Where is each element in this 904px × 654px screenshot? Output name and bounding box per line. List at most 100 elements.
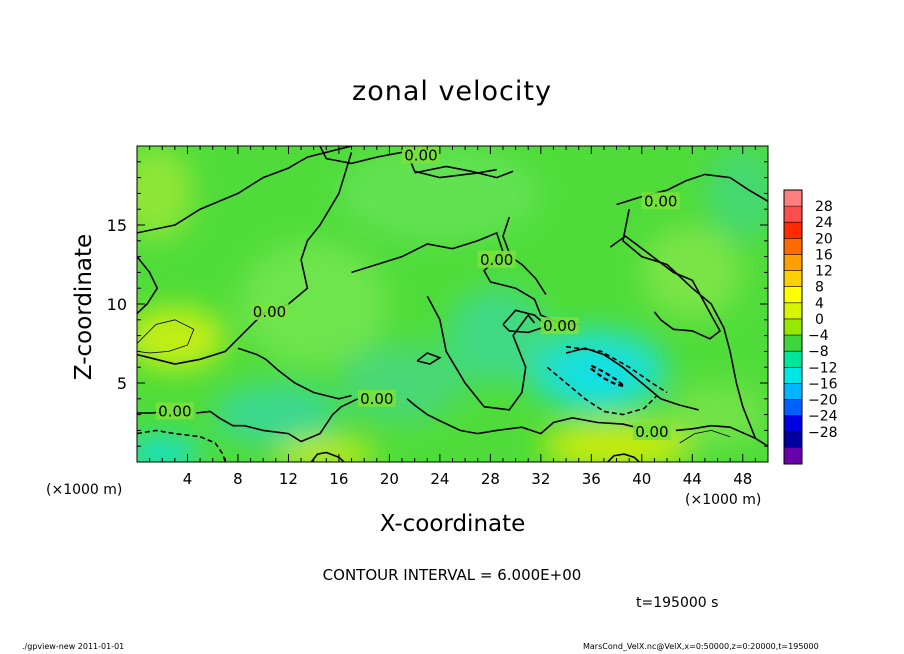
colorbar-label: −12 (808, 360, 838, 376)
colorbar-segment (784, 335, 802, 352)
contour-label-bg (357, 389, 396, 407)
contour-line (310, 451, 345, 462)
colorbar-label: −28 (808, 425, 838, 441)
contour-label-bg (540, 317, 579, 335)
colorbar-segment (784, 286, 802, 304)
x-tick-label: 8 (233, 470, 243, 488)
contour-label: 0.00 (404, 146, 437, 164)
contour-interval-text: CONTOUR INTERVAL = 6.000E+00 (322, 566, 582, 584)
shade-blob (137, 436, 201, 462)
field-shading (137, 146, 768, 462)
colorbar-label: 28 (815, 199, 833, 215)
shade-blob (338, 343, 466, 423)
shade-blob (704, 146, 768, 241)
colorbar-segment (784, 431, 802, 449)
contour-line (565, 347, 699, 411)
y-tick-label: 15 (107, 216, 127, 235)
contour-label: 0.00 (158, 402, 191, 420)
shade-blob (212, 383, 339, 447)
shade-blob (562, 354, 633, 396)
y-tick-label: 10 (107, 295, 127, 314)
contour-line (622, 209, 768, 447)
x-tick-label: 48 (733, 470, 752, 488)
time-label: t=195000 s (636, 595, 719, 611)
contour-label-bg (477, 250, 516, 268)
contour-line (590, 364, 625, 388)
contour-label: 0.00 (253, 303, 286, 321)
chart-title: zonal velocity (352, 76, 552, 107)
colorbar-segment (784, 447, 802, 465)
shade-blob (275, 438, 377, 462)
colorbar-segment (784, 222, 802, 239)
x-tick-label: 24 (430, 470, 449, 488)
colorbar-segment (784, 318, 802, 336)
x-tick-label: 40 (632, 470, 651, 488)
colorbar-frame (783, 189, 803, 465)
x-tick-label: 28 (481, 470, 500, 488)
contour-label: 0.00 (644, 192, 677, 210)
shade-blob (641, 225, 743, 320)
y-axis-label: Z-coordinate (71, 233, 97, 381)
contour-line (196, 398, 359, 443)
contour-line (137, 146, 352, 234)
footer-left: ./gpview-new 2011-01-01 (22, 642, 125, 651)
footer-right: MarsCond_VelX.nc@VelX,x=0:50000,z=0:2000… (583, 642, 819, 651)
colorbar-label: 16 (815, 247, 833, 263)
contour-line (407, 155, 497, 179)
x-tick-label: 20 (380, 470, 399, 488)
colorbar-segment (784, 270, 802, 288)
contour-label: 0.00 (360, 390, 393, 408)
colorbar-label: 20 (815, 231, 833, 247)
colorbar-label: 4 (815, 296, 824, 312)
x-tick-label: 16 (329, 470, 348, 488)
colorbar-segment (784, 238, 802, 255)
contour-line (237, 347, 352, 400)
contour-label-bg (155, 402, 194, 420)
contour-labels: 0.00 0.00 0.00 0.00 0.00 0.00 0.00 0.00 (155, 146, 680, 441)
colorbar-segment (784, 367, 802, 384)
x-tick-label: 4 (183, 470, 193, 488)
colorbar-segment (784, 254, 802, 272)
y-tick-label: 5 (117, 374, 127, 393)
contour-line (137, 319, 195, 354)
shade-blob (667, 383, 768, 447)
colorbar-segment (784, 190, 802, 207)
colorbar-label: 0 (815, 312, 824, 328)
contour-label-bg (401, 146, 440, 164)
x-tick-label: 44 (683, 470, 702, 488)
plot-area: 0.00 0.00 0.00 0.00 0.00 0.00 0.00 0.00 (137, 146, 768, 462)
contour-label: 0.00 (480, 251, 513, 269)
x-tick-label: 36 (582, 470, 601, 488)
colorbar-label: −8 (808, 344, 829, 360)
contour-line (406, 398, 636, 435)
colorbar-segment (784, 383, 802, 401)
contour-line (416, 352, 442, 365)
colorbar-segment (784, 351, 802, 368)
contour-label-bg (250, 302, 289, 320)
contour-line (607, 453, 640, 462)
contour-line (137, 256, 159, 315)
contour-lines (137, 146, 768, 462)
colorbar-segment (784, 302, 802, 320)
contour-label-bg (632, 422, 671, 440)
contour-label: 0.00 (543, 317, 576, 335)
contour-label: 0.00 (635, 423, 668, 441)
contour-line (565, 345, 668, 394)
contour-line (609, 235, 722, 340)
colorbar-segment (784, 415, 802, 433)
colorbar-label: 24 (815, 215, 833, 231)
contour-line (679, 429, 731, 444)
contour-line (137, 429, 227, 462)
colorbar-label: 8 (815, 280, 824, 296)
contour-label-bg (641, 192, 680, 210)
x-unit-label-left: (×1000 m) (46, 482, 123, 498)
x-axis-label: X-coordinate (379, 511, 526, 537)
shade-blob (137, 307, 226, 371)
contour-line (426, 295, 536, 411)
contour-line (502, 216, 547, 295)
x-unit-label-right: (×1000 m) (685, 492, 762, 508)
shade-blob (338, 146, 541, 241)
